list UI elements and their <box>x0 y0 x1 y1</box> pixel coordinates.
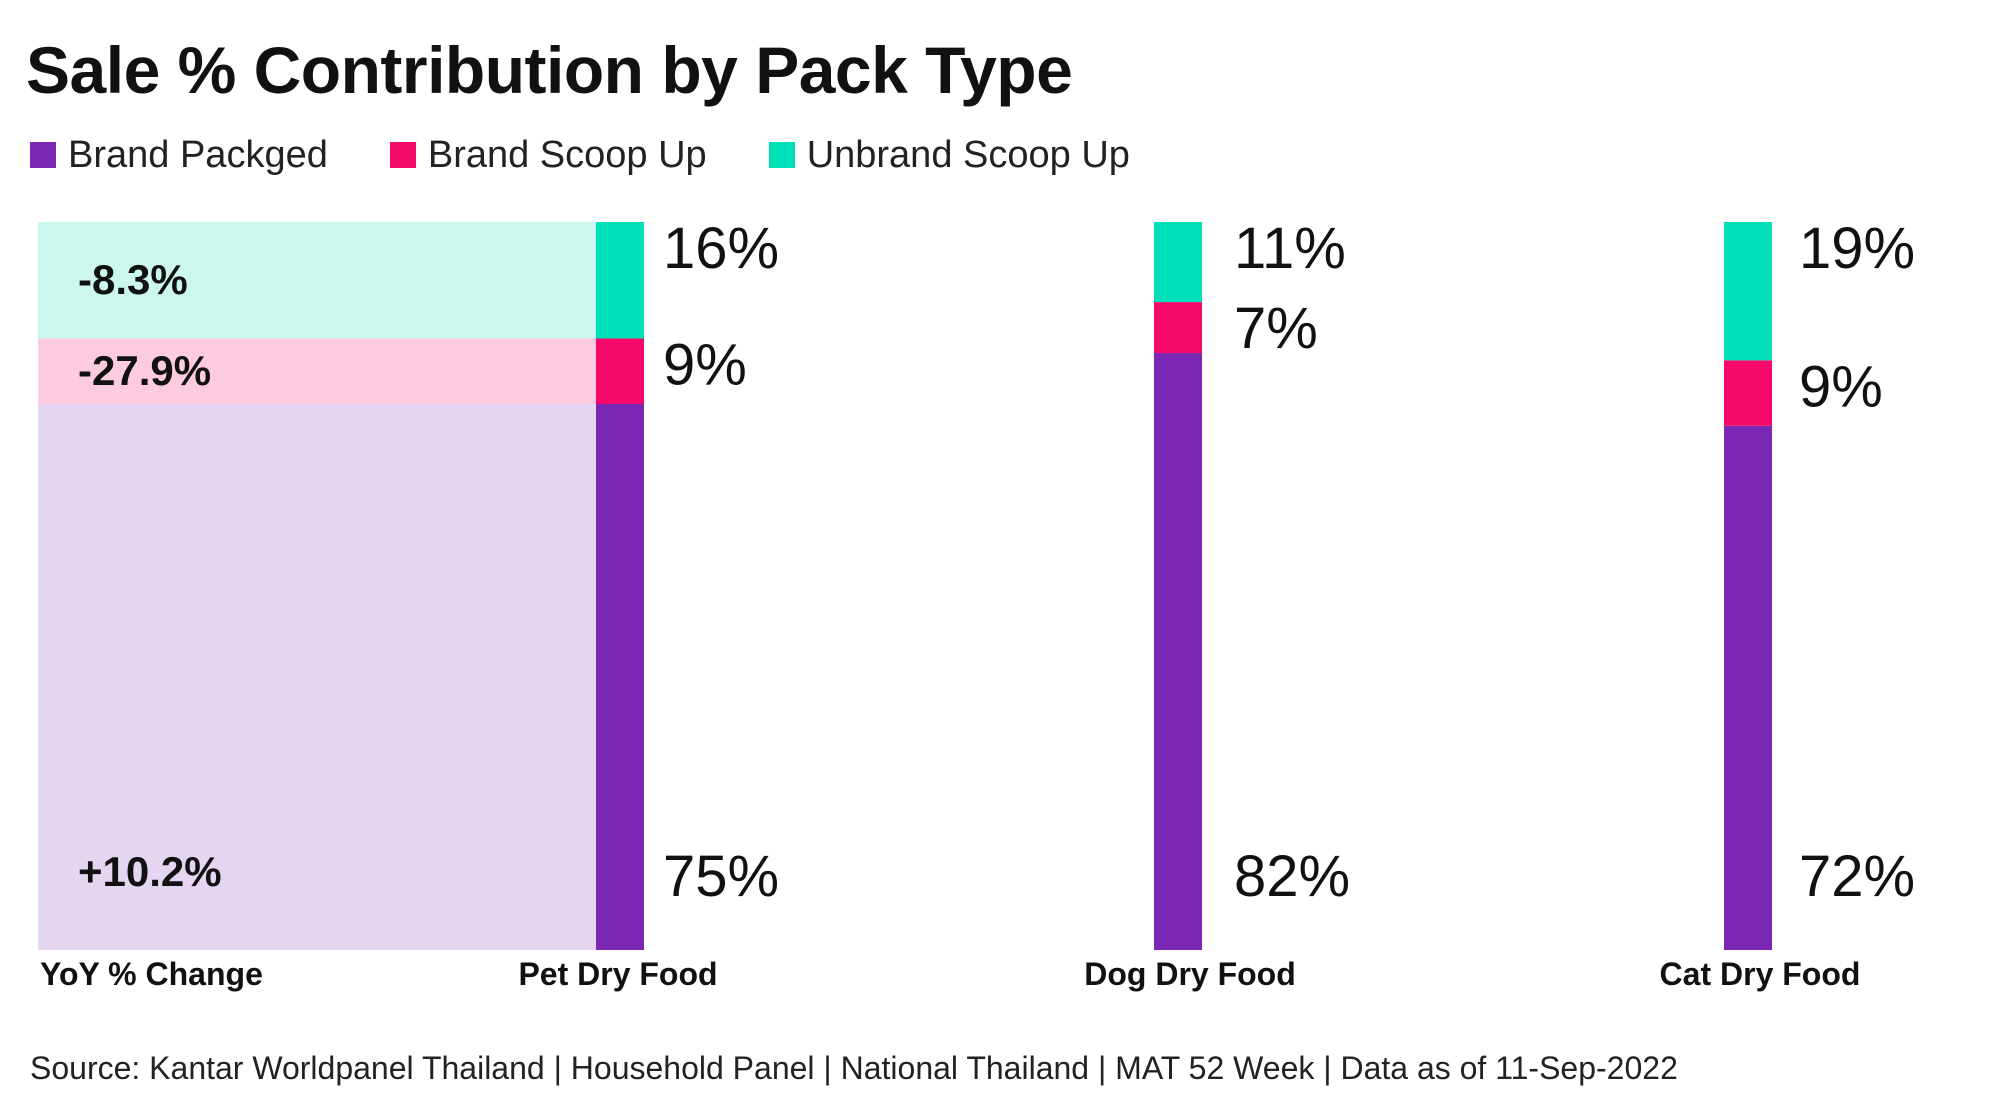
bar-cat-dry-food-brand-scoop-up <box>1724 360 1772 426</box>
legend-item-unbrand-scoop-up: Unbrand Scoop Up <box>768 133 1130 177</box>
yoy-band-brand-packged <box>38 404 596 950</box>
legend-swatch-unbrand-scoop-up <box>768 142 795 168</box>
value-label-dog-dry-food-unbrand-scoop-up: 11% <box>1234 216 1346 281</box>
bar-cat-dry-food-unbrand-scoop-up <box>1724 222 1772 361</box>
bar-dog-dry-food-brand-scoop-up <box>1154 302 1202 354</box>
yoy-value-brand-scoop-up: -27.9% <box>78 347 211 394</box>
yoy-band-brand-scoop-up <box>38 338 596 404</box>
legend-swatch-brand-scoop-up <box>389 142 416 168</box>
legend-item-brand-packged: Brand Packged <box>30 134 328 177</box>
category-label-pet-dry-food: Pet Dry Food <box>518 956 717 992</box>
bar-pet-dry-food-unbrand-scoop-up <box>596 222 644 339</box>
legend: Brand Packged Brand Scoop Up Unbrand Sco… <box>30 130 1192 180</box>
bar-dog-dry-food-unbrand-scoop-up <box>1154 222 1202 303</box>
source-note: Source: Kantar Worldpanel Thailand | Hou… <box>30 1050 1678 1086</box>
chart-title: Sale % Contribution by Pack Type <box>26 33 1073 107</box>
legend-label-brand-packged: Brand Packged <box>68 133 328 176</box>
bar-pet-dry-food-brand-packged <box>596 404 644 950</box>
legend-swatch-brand-packged <box>30 142 56 168</box>
value-label-cat-dry-food-unbrand-scoop-up: 19% <box>1799 216 1915 281</box>
value-label-dog-dry-food-brand-packged: 82% <box>1234 844 1350 909</box>
stacked-bar-chart: +10.2% -27.9% -8.3% 75% 9% 16% Pet Dry Food 82%… <box>38 216 1915 992</box>
bar-dog-dry-food-brand-packged <box>1154 353 1202 950</box>
value-label-cat-dry-food-brand-scoop-up: 9% <box>1799 354 1883 419</box>
yoy-value-brand-packged: +10.2% <box>78 848 222 895</box>
bar-pet-dry-food-brand-scoop-up <box>596 338 644 404</box>
yoy-band-unbrand-scoop-up <box>38 222 596 339</box>
value-label-cat-dry-food-brand-packged: 72% <box>1799 844 1915 909</box>
legend-label-unbrand-scoop-up: Unbrand Scoop Up <box>806 133 1130 176</box>
value-label-pet-dry-food-brand-scoop-up: 9% <box>663 332 747 397</box>
legend-label-brand-scoop-up: Brand Scoop Up <box>427 133 707 176</box>
yoy-change-label: YoY % Change <box>40 956 263 992</box>
value-label-pet-dry-food-brand-packged: 75% <box>663 844 779 909</box>
category-label-dog-dry-food: Dog Dry Food <box>1084 956 1296 992</box>
value-label-pet-dry-food-unbrand-scoop-up: 16% <box>663 216 779 281</box>
legend-item-brand-scoop-up: Brand Scoop Up <box>389 133 707 177</box>
category-label-cat-dry-food: Cat Dry Food <box>1660 956 1861 992</box>
bar-cat-dry-food-brand-packged <box>1724 425 1772 951</box>
yoy-value-unbrand-scoop-up: -8.3% <box>78 256 188 303</box>
value-label-dog-dry-food-brand-scoop-up: 7% <box>1234 296 1318 361</box>
